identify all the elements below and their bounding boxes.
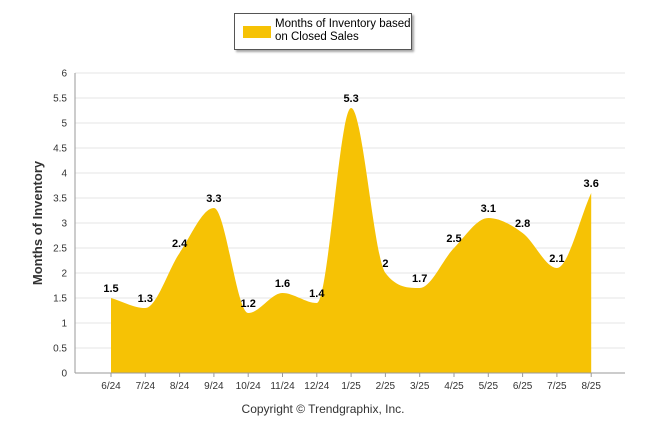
x-tick-label: 5/25 (479, 381, 499, 392)
copyright-text: Copyright © Trendgraphix, Inc. (241, 402, 405, 416)
data-label: 2.4 (172, 238, 188, 250)
x-tick-label: 1/25 (341, 381, 361, 392)
y-tick-label: 5.5 (53, 94, 67, 105)
data-label: 1.7 (412, 273, 427, 285)
data-label: 5.3 (343, 93, 358, 105)
y-tick-label: 1.5 (53, 294, 67, 305)
legend: Months of Inventory based on Closed Sale… (234, 13, 412, 50)
axes (74, 73, 625, 374)
legend-swatch (243, 26, 271, 38)
x-tick-label: 12/24 (304, 381, 329, 392)
x-tick-label: 6/24 (101, 381, 121, 392)
data-label: 2.8 (515, 218, 530, 230)
data-label: 1.6 (275, 278, 290, 290)
area-fill (111, 108, 592, 373)
x-tick-label: 4/25 (444, 381, 464, 392)
x-tick-label: 9/24 (204, 381, 224, 392)
x-tick-label: 10/24 (236, 381, 261, 392)
y-tick-label: 5 (61, 119, 67, 130)
y-tick-label: 0 (61, 369, 67, 380)
y-tick-label: 2.5 (53, 244, 67, 255)
data-label: 2.1 (549, 253, 564, 265)
y-tick-label: 1 (61, 319, 67, 330)
y-tick-label: 0.5 (53, 344, 67, 355)
data-labels: 1.5 1.3 2.4 3.3 1.2 1.6 1.4 5.3 2 1.7 2.5 3.1 2.8 2.1… (103, 93, 598, 310)
data-label: 1.4 (309, 288, 325, 300)
y-axis-title: Months of Inventory (30, 160, 45, 285)
data-label: 1.5 (103, 283, 118, 295)
y-tick-label: 4.5 (53, 144, 67, 155)
x-tick-label: 6/25 (513, 381, 533, 392)
data-label: 2.5 (446, 233, 461, 245)
data-label: 1.2 (241, 298, 256, 310)
x-tick-label: 11/24 (270, 381, 295, 392)
x-tick-label: 2/25 (376, 381, 396, 392)
y-tick-label: 4 (61, 169, 67, 180)
x-tick-label: 8/25 (581, 381, 601, 392)
y-tick-label: 2 (61, 269, 67, 280)
x-tick-label: 8/24 (170, 381, 190, 392)
y-tick-labels: 0 0.5 1 1.5 2 2.5 3 3.5 4 4.5 5 5.5 6 (53, 69, 67, 380)
data-label: 3.6 (584, 178, 599, 190)
legend-label: Months of Inventory based on Closed Sale… (275, 18, 411, 43)
data-label: 1.3 (138, 293, 153, 305)
x-tick-labels: 6/24 7/24 8/24 9/24 10/24 11/24 12/24 1/25 2/25 3… (101, 373, 601, 392)
data-label: 2 (382, 258, 388, 270)
x-tick-label: 7/24 (136, 381, 156, 392)
x-tick-label: 7/25 (547, 381, 567, 392)
area-series (111, 108, 592, 373)
data-label: 3.1 (481, 203, 496, 215)
y-tick-label: 6 (61, 69, 67, 80)
y-tick-label: 3 (61, 219, 67, 230)
x-tick-label: 3/25 (410, 381, 430, 392)
y-tick-label: 3.5 (53, 194, 67, 205)
data-label: 3.3 (206, 193, 221, 205)
